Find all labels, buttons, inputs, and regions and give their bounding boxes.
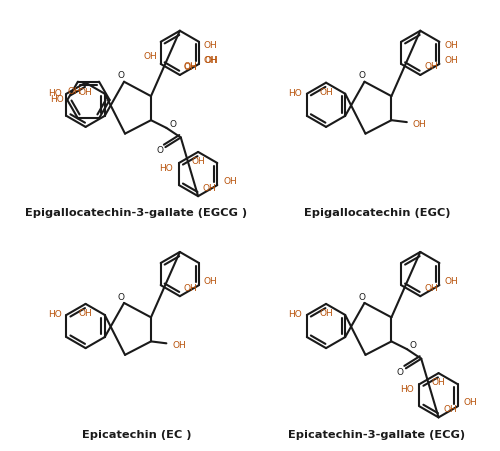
Text: OH: OH [424, 62, 438, 71]
Text: OH: OH [205, 55, 218, 64]
Text: HO: HO [48, 310, 62, 319]
Text: HO: HO [50, 96, 64, 105]
Text: OH: OH [184, 284, 198, 293]
Text: Epigallocatechin (EGC): Epigallocatechin (EGC) [304, 208, 450, 218]
Text: O: O [358, 71, 365, 80]
Text: O: O [118, 71, 124, 80]
Text: O: O [156, 147, 163, 156]
Text: Epicatechin (EC ): Epicatechin (EC ) [82, 430, 192, 440]
Text: OH: OH [204, 277, 218, 286]
Text: HO: HO [160, 164, 173, 173]
Text: O: O [410, 341, 416, 350]
Text: OH: OH [184, 62, 198, 71]
Text: OH: OH [412, 120, 426, 129]
Text: HO: HO [288, 89, 302, 98]
Text: OH: OH [67, 87, 81, 96]
Text: OH: OH [204, 41, 218, 50]
Text: OH: OH [172, 341, 186, 350]
Text: OH: OH [424, 284, 438, 293]
Text: O: O [358, 293, 365, 302]
Text: OH: OH [191, 157, 205, 166]
Text: OH: OH [444, 41, 458, 50]
Text: O: O [396, 368, 404, 377]
Text: OH: OH [444, 277, 458, 286]
Text: OH: OH [432, 378, 446, 387]
Text: Epicatechin-3-gallate (ECG): Epicatechin-3-gallate (ECG) [288, 430, 466, 440]
Text: OH: OH [78, 309, 92, 318]
Text: Epigallocatechin-3-gallate (EGCG ): Epigallocatechin-3-gallate (EGCG ) [26, 208, 248, 218]
Text: O: O [118, 293, 124, 302]
Text: OH: OH [319, 88, 333, 97]
Text: OH: OH [464, 398, 477, 407]
Text: O: O [170, 120, 176, 129]
Text: OH: OH [319, 309, 333, 318]
Text: OH: OH [78, 88, 92, 97]
Text: OH: OH [444, 55, 458, 64]
Text: OH: OH [203, 184, 216, 193]
Text: OH: OH [204, 55, 218, 64]
Text: HO: HO [400, 386, 413, 395]
Text: OH: OH [223, 177, 237, 186]
Text: OH: OH [184, 63, 198, 72]
Text: HO: HO [288, 310, 302, 319]
Text: HO: HO [48, 89, 62, 98]
Text: OH: OH [143, 52, 157, 61]
Text: OH: OH [444, 405, 457, 414]
